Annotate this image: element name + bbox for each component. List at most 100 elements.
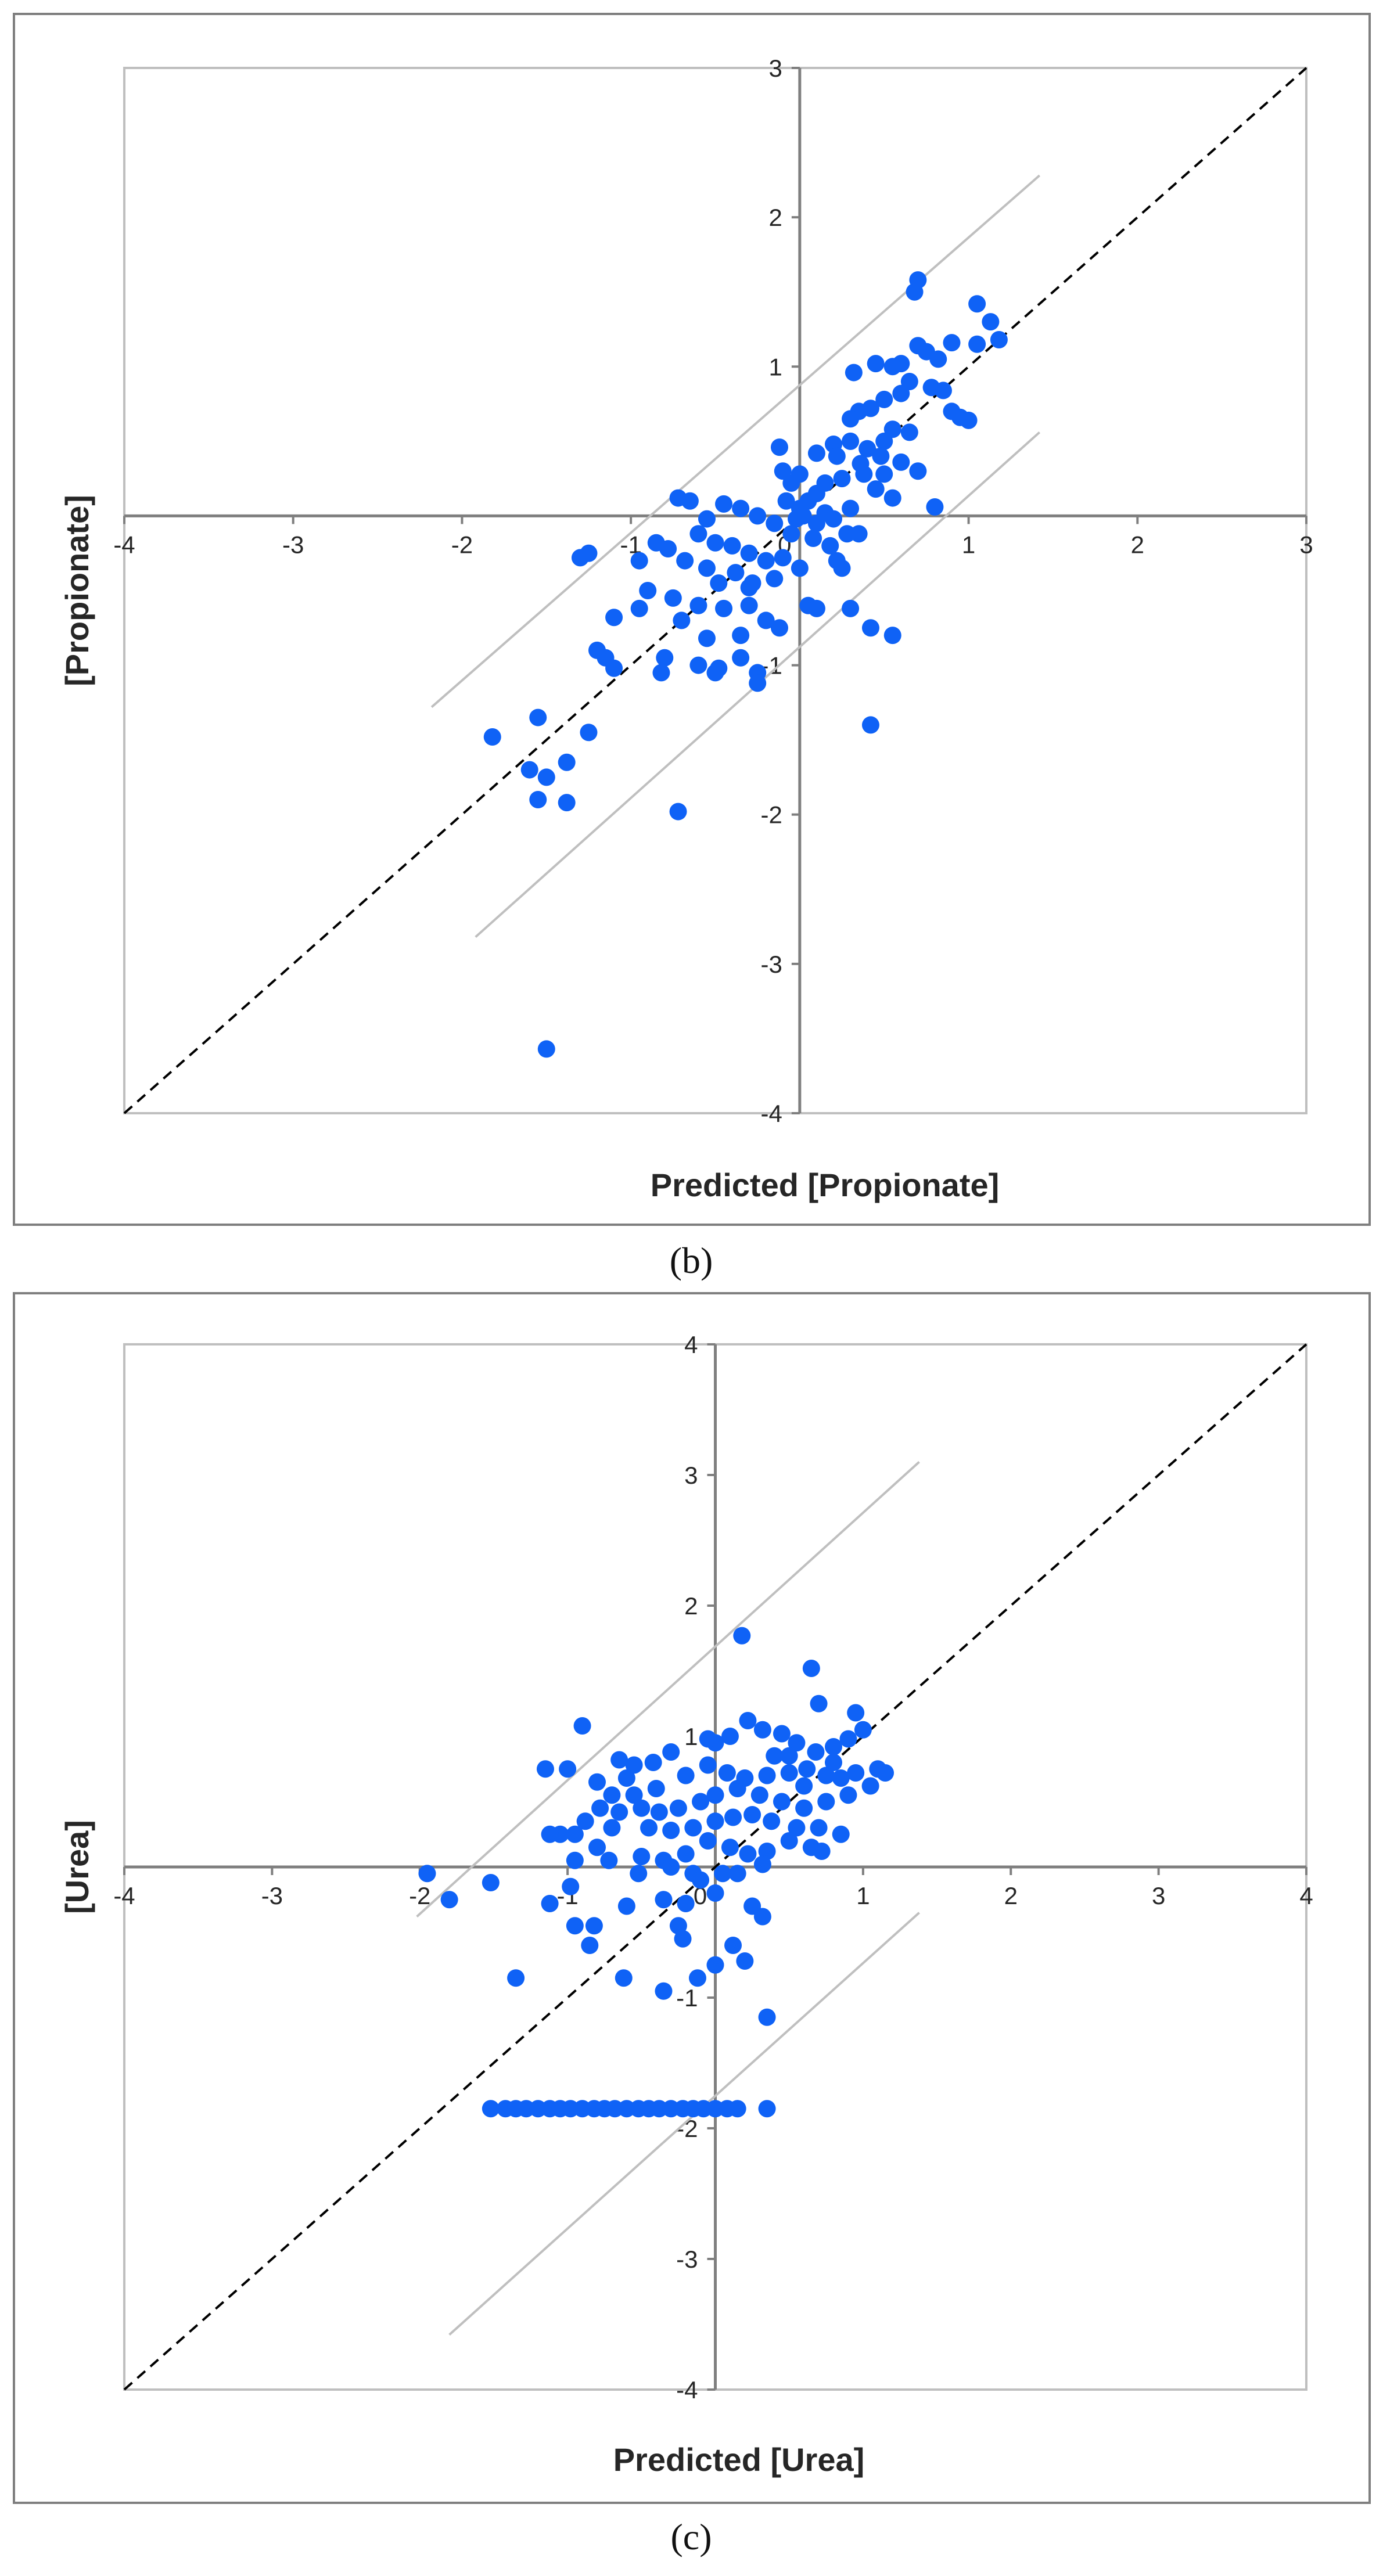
panel-b-data-point [855, 465, 873, 483]
panel-b-data-point [906, 283, 924, 301]
panel-c-data-point [591, 1799, 609, 1817]
panel-b-data-point [698, 510, 716, 528]
panel-b-data-point [766, 515, 784, 533]
panel-b-data-point [723, 537, 741, 555]
panel-c-data-point [692, 1871, 710, 1889]
panel-c-data-point [669, 1917, 687, 1935]
panel-c-y-tick-label: 2 [684, 1592, 698, 1620]
panel-c-data-point [753, 1721, 771, 1739]
panel-b-data-point [669, 489, 687, 507]
panel-c-data-point [753, 1908, 771, 1926]
panel-b-data-point [875, 432, 893, 450]
panel-b-data-point [833, 470, 851, 488]
panel-b-x-tick-label: 2 [1131, 531, 1144, 558]
panel-b-data-point [842, 410, 860, 428]
panel-c-xlabel: Predicted [Urea] [613, 2441, 865, 2478]
panel-b-data-point [926, 498, 944, 516]
panel-c-data-point [813, 1843, 831, 1860]
panel-b-x-tick-label: 3 [1299, 531, 1313, 558]
panel-c-x-tick-label: 0 [694, 1882, 707, 1909]
panel-b-data-point [558, 794, 576, 812]
panel-c-data-point [581, 1937, 599, 1954]
panel-b-data-point [676, 552, 694, 570]
panel-c-data-point [758, 1843, 776, 1860]
panel-b-x-tick-label: -2 [451, 531, 473, 558]
panel-c-data-point [728, 1865, 746, 1883]
panel-c-data-point [617, 1897, 635, 1915]
panel-c-x-tick-label: -4 [113, 1882, 135, 1909]
panel-c-data-point [795, 1799, 813, 1817]
panel-c-data-point [588, 1839, 606, 1857]
panel-b-y-tick-label: -4 [760, 1100, 782, 1127]
panel-c-data-point [724, 1937, 742, 1954]
panel-c-data-point [576, 1812, 594, 1830]
panel-c-data-point [610, 1751, 628, 1769]
panel-c-data-point [482, 2100, 500, 2118]
panel-b-data-point [807, 599, 825, 617]
panel-b-data-point [529, 708, 547, 726]
panel-c-y-tick-label: -4 [676, 2376, 698, 2404]
panel-c-data-point [688, 1969, 706, 1987]
panel-c-data-point [753, 1855, 771, 1873]
panel-b-data-point [968, 335, 986, 353]
panel-b-data-point [943, 334, 961, 352]
panel-c-data-point [603, 1786, 621, 1804]
panel-c-data-point [669, 1799, 687, 1817]
panel-b-data-point [861, 619, 879, 637]
panel-b-xlabel: Predicted [Propionate] [651, 1167, 1000, 1203]
panel-b-data-point [883, 489, 901, 507]
panel-b-data-point [934, 382, 952, 400]
panel-b-data-point [833, 559, 851, 577]
panel-c-band-line-1 [416, 1461, 920, 1917]
panel-c-data-point [739, 1845, 757, 1863]
panel-b-data-point [652, 664, 670, 682]
panel-b-data-point [774, 549, 792, 567]
panel-c-x-tick-label: 2 [1004, 1882, 1018, 1909]
panel-b-data-point [689, 596, 707, 614]
panel-c-data-point [839, 1786, 857, 1804]
panel-b-data-point [909, 462, 927, 480]
panel-c-data-point [677, 1766, 695, 1785]
panel-c-data-point [640, 1819, 658, 1837]
panel-b-data-point [770, 438, 788, 456]
panel-b-data-point [845, 364, 863, 382]
panel-c-data-point [758, 2008, 776, 2026]
panel-c-data-point [566, 1825, 584, 1843]
panel-c-data-point [633, 1848, 651, 1865]
panel-b-data-point [537, 1040, 555, 1058]
panel-c-data-point [662, 1743, 680, 1761]
panel-b-data-point [867, 480, 885, 498]
panel-b-y-tick-label: 1 [768, 353, 782, 380]
panel-b-y-tick-label: -3 [760, 951, 782, 978]
panel-b-x-tick-label: 1 [962, 531, 975, 558]
panel-b-data-point [698, 559, 716, 577]
panel-c-data-point [728, 1780, 746, 1797]
panel-b-data-point [689, 525, 707, 543]
panel-b-data-point [892, 453, 910, 471]
panel-c-data-point [766, 1747, 784, 1765]
panel-c-data-point [788, 1819, 806, 1837]
panel-b-data-point [757, 611, 775, 629]
panel-b-data-point [804, 530, 822, 547]
panel-c-data-point [839, 1730, 857, 1748]
panel-c-data-point [562, 1877, 580, 1895]
panel-b-y-tick-label: 3 [768, 55, 782, 82]
panel-c-data-point [733, 1627, 751, 1645]
panel-b-data-point [580, 724, 598, 742]
panel-c-data-point [750, 1786, 768, 1804]
panel-c-data-point [588, 1773, 606, 1791]
panel-b-data-point [929, 350, 947, 368]
panel-b-data-point [483, 728, 501, 746]
panel-c-data-point [650, 1803, 668, 1821]
panel-b-data-point [791, 559, 809, 577]
panel-b-data-point [740, 578, 758, 596]
panel-c-data-point [644, 1754, 662, 1771]
panel-c-data-point [832, 1769, 850, 1787]
panel-c-x-tick-label: -2 [409, 1882, 430, 1909]
panel-c-data-point [810, 1694, 828, 1712]
panel-c-x-tick-label: 1 [856, 1882, 870, 1909]
panel-c-data-point [541, 1825, 559, 1843]
panel-c-data-point [810, 1819, 828, 1837]
panel-c-data-point [847, 1764, 865, 1782]
